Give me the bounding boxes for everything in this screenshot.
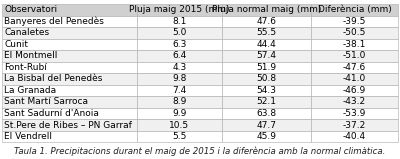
Bar bbox=[222, 131, 311, 142]
Bar bbox=[311, 62, 398, 73]
Text: -53.9: -53.9 bbox=[343, 109, 366, 118]
Bar bbox=[2, 38, 137, 50]
Bar bbox=[311, 15, 398, 27]
Bar bbox=[137, 38, 222, 50]
Text: 51.9: 51.9 bbox=[256, 63, 276, 72]
Bar bbox=[2, 27, 137, 38]
Bar bbox=[2, 15, 137, 27]
Bar bbox=[137, 85, 222, 96]
Text: -43.2: -43.2 bbox=[343, 97, 366, 107]
Bar bbox=[2, 96, 137, 108]
Bar bbox=[2, 50, 137, 62]
Bar bbox=[137, 15, 222, 27]
Text: 44.4: 44.4 bbox=[256, 40, 276, 49]
Text: 57.4: 57.4 bbox=[256, 51, 276, 60]
Bar bbox=[222, 73, 311, 85]
Text: Cunit: Cunit bbox=[4, 40, 28, 49]
Bar bbox=[222, 96, 311, 108]
Text: Taula 1. Precipitacions durant el maig de 2015 i la diferència amb la normal cli: Taula 1. Precipitacions durant el maig d… bbox=[14, 147, 386, 156]
Text: St.Pere de Ribes – PN Garraf: St.Pere de Ribes – PN Garraf bbox=[4, 121, 132, 130]
Text: El Montmell: El Montmell bbox=[4, 51, 58, 60]
Bar bbox=[222, 27, 311, 38]
Bar bbox=[311, 119, 398, 131]
Bar bbox=[137, 27, 222, 38]
Bar bbox=[311, 50, 398, 62]
Text: 54.3: 54.3 bbox=[256, 86, 276, 95]
Bar bbox=[2, 108, 137, 119]
Bar bbox=[311, 96, 398, 108]
Bar bbox=[222, 119, 311, 131]
Text: -46.9: -46.9 bbox=[343, 86, 366, 95]
Text: 6.4: 6.4 bbox=[172, 51, 186, 60]
Text: Sant Martí Sarroca: Sant Martí Sarroca bbox=[4, 97, 88, 107]
Text: Font-Rubí: Font-Rubí bbox=[4, 63, 47, 72]
Text: 50.8: 50.8 bbox=[256, 74, 276, 83]
Bar bbox=[2, 62, 137, 73]
Text: 55.5: 55.5 bbox=[256, 28, 276, 37]
Text: 8.1: 8.1 bbox=[172, 17, 186, 26]
Text: Sant Sadurní d'Anoia: Sant Sadurní d'Anoia bbox=[4, 109, 99, 118]
Text: 8.9: 8.9 bbox=[172, 97, 186, 107]
Text: 47.7: 47.7 bbox=[256, 121, 276, 130]
Bar bbox=[311, 73, 398, 85]
Bar bbox=[2, 85, 137, 96]
Text: 52.1: 52.1 bbox=[256, 97, 276, 107]
Text: Pluja maig 2015 (mm): Pluja maig 2015 (mm) bbox=[129, 5, 230, 14]
Bar bbox=[137, 50, 222, 62]
Text: 4.3: 4.3 bbox=[172, 63, 186, 72]
Text: La Granada: La Granada bbox=[4, 86, 56, 95]
Bar bbox=[311, 131, 398, 142]
Text: 45.9: 45.9 bbox=[256, 132, 276, 141]
Text: 9.8: 9.8 bbox=[172, 74, 186, 83]
Bar bbox=[137, 131, 222, 142]
Bar bbox=[311, 4, 398, 15]
Text: 47.6: 47.6 bbox=[256, 17, 276, 26]
Bar bbox=[2, 73, 137, 85]
Text: -37.2: -37.2 bbox=[343, 121, 366, 130]
Text: 6.3: 6.3 bbox=[172, 40, 186, 49]
Bar bbox=[2, 119, 137, 131]
Bar bbox=[2, 4, 137, 15]
Bar bbox=[137, 4, 222, 15]
Bar bbox=[137, 62, 222, 73]
Text: La Bisbal del Penedès: La Bisbal del Penedès bbox=[4, 74, 103, 83]
Bar bbox=[222, 4, 311, 15]
Text: -39.5: -39.5 bbox=[343, 17, 366, 26]
Text: 10.5: 10.5 bbox=[169, 121, 189, 130]
Text: 7.4: 7.4 bbox=[172, 86, 186, 95]
Bar bbox=[137, 108, 222, 119]
Text: 9.9: 9.9 bbox=[172, 109, 186, 118]
Bar bbox=[311, 85, 398, 96]
Text: El Vendrell: El Vendrell bbox=[4, 132, 52, 141]
Text: Observatori: Observatori bbox=[4, 5, 58, 14]
Text: -41.0: -41.0 bbox=[343, 74, 366, 83]
Bar bbox=[222, 38, 311, 50]
Bar bbox=[222, 62, 311, 73]
Bar bbox=[222, 50, 311, 62]
Text: 63.8: 63.8 bbox=[256, 109, 276, 118]
Bar bbox=[222, 15, 311, 27]
Bar bbox=[311, 27, 398, 38]
Text: 5.0: 5.0 bbox=[172, 28, 186, 37]
Bar bbox=[137, 73, 222, 85]
Text: Pluja normal maig (mm): Pluja normal maig (mm) bbox=[212, 5, 321, 14]
Text: -50.5: -50.5 bbox=[343, 28, 366, 37]
Text: Canaletes: Canaletes bbox=[4, 28, 50, 37]
Bar bbox=[311, 108, 398, 119]
Text: 5.5: 5.5 bbox=[172, 132, 186, 141]
Bar bbox=[137, 119, 222, 131]
Bar bbox=[2, 131, 137, 142]
Text: -47.6: -47.6 bbox=[343, 63, 366, 72]
Text: -51.0: -51.0 bbox=[343, 51, 366, 60]
Text: -38.1: -38.1 bbox=[343, 40, 366, 49]
Text: -40.4: -40.4 bbox=[343, 132, 366, 141]
Bar bbox=[222, 85, 311, 96]
Bar bbox=[137, 96, 222, 108]
Text: Banyeres del Penedès: Banyeres del Penedès bbox=[4, 17, 104, 26]
Bar bbox=[311, 38, 398, 50]
Bar bbox=[222, 108, 311, 119]
Text: Diferència (mm): Diferència (mm) bbox=[318, 5, 391, 14]
